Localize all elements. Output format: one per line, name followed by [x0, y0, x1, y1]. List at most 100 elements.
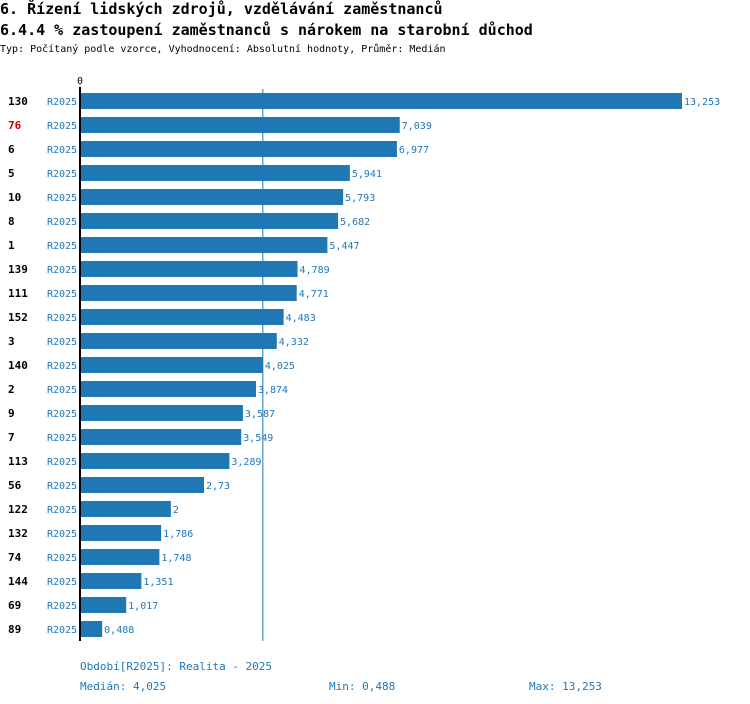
data-label: 3,289: [231, 457, 261, 468]
category-label: 89: [8, 623, 21, 636]
data-label: 6,977: [399, 145, 429, 156]
data-label: 4,483: [286, 313, 316, 324]
period-label: R2025: [47, 385, 77, 396]
category-label: 130: [8, 95, 28, 108]
data-label: 5,682: [340, 217, 370, 228]
bar: [80, 117, 400, 133]
period-label: R2025: [47, 145, 77, 156]
category-label: 9: [8, 407, 15, 420]
bar: [80, 333, 277, 349]
data-label: 1,017: [128, 601, 158, 612]
category-label: 5: [8, 167, 15, 180]
data-label: 7,039: [402, 121, 432, 132]
period-label: R2025: [47, 409, 77, 420]
footer-period: Období[R2025]: Realita - 2025: [80, 660, 273, 673]
data-label: 2: [173, 505, 179, 516]
category-label: 74: [8, 551, 22, 564]
bar: [80, 453, 230, 469]
data-label: 4,332: [279, 337, 309, 348]
data-label: 4,771: [299, 289, 329, 300]
category-label: 69: [8, 599, 21, 612]
category-label: 122: [8, 503, 28, 516]
data-label: 3,587: [245, 409, 275, 420]
data-label: 3,549: [243, 433, 273, 444]
data-label: 5,941: [352, 169, 382, 180]
bar: [80, 93, 682, 109]
period-label: R2025: [47, 433, 77, 444]
chart-info: Typ: Počítaný podle vzorce, Vyhodnocení:…: [0, 44, 446, 55]
category-label: 111: [8, 287, 28, 300]
bar: [80, 597, 127, 613]
period-label: R2025: [47, 625, 77, 636]
footer-min: Min: 0,488: [329, 680, 396, 693]
category-label: 152: [8, 311, 28, 324]
category-label: 10: [8, 191, 21, 204]
bar: [80, 429, 242, 445]
data-label: 0,488: [104, 625, 134, 636]
data-label: 3,874: [258, 385, 288, 396]
bar: [80, 525, 162, 541]
bar: [80, 165, 350, 181]
bar: [80, 285, 297, 301]
period-label: R2025: [47, 121, 77, 132]
period-label: R2025: [47, 505, 77, 516]
bar: [80, 501, 171, 517]
period-label: R2025: [47, 289, 77, 300]
category-label: 113: [8, 455, 28, 468]
bar: [80, 405, 243, 421]
footer-max: Max: 13,253: [529, 680, 602, 693]
bar: [80, 237, 328, 253]
period-label: R2025: [47, 553, 77, 564]
period-label: R2025: [47, 265, 77, 276]
chart-title: 6. Řízení lidských zdrojů, vzdělávání za…: [0, 0, 443, 18]
bar: [80, 213, 339, 229]
bar: [80, 189, 344, 205]
bar: [80, 621, 103, 637]
bar: [80, 309, 284, 325]
bar: [80, 357, 263, 373]
category-label: 8: [8, 215, 15, 228]
period-label: R2025: [47, 97, 77, 108]
period-label: R2025: [47, 313, 77, 324]
period-label: R2025: [47, 169, 77, 180]
bar: [80, 477, 205, 493]
bar: [80, 549, 160, 565]
data-label: 5,447: [329, 241, 359, 252]
category-label: 1: [8, 239, 15, 252]
category-label: 56: [8, 479, 22, 492]
period-label: R2025: [47, 481, 77, 492]
data-label: 4,789: [300, 265, 330, 276]
data-label: 5,793: [345, 193, 375, 204]
period-label: R2025: [47, 529, 77, 540]
data-label: 4,025: [265, 361, 295, 372]
period-label: R2025: [47, 361, 77, 372]
data-label: 1,351: [143, 577, 173, 588]
bar: [80, 261, 298, 277]
category-label: 7: [8, 431, 15, 444]
x-tick-label: 0: [77, 76, 83, 87]
data-label: 13,253: [684, 97, 720, 108]
period-label: R2025: [47, 601, 77, 612]
category-label: 6: [8, 143, 15, 156]
footer-median: Medián: 4,025: [80, 680, 167, 693]
category-label: 132: [8, 527, 28, 540]
bar: [80, 573, 142, 589]
chart-subtitle: 6.4.4 % zastoupení zaměstnanců s nárokem…: [0, 21, 533, 39]
period-label: R2025: [47, 241, 77, 252]
category-label: 2: [8, 383, 15, 396]
data-label: 1,748: [161, 553, 191, 564]
period-label: R2025: [47, 577, 77, 588]
period-label: R2025: [47, 457, 77, 468]
bar: [80, 381, 256, 397]
period-label: R2025: [47, 337, 77, 348]
category-label: 76: [8, 119, 22, 132]
category-label: 139: [8, 263, 28, 276]
bar: [80, 141, 397, 157]
category-label: 144: [8, 575, 28, 588]
category-label: 140: [8, 359, 28, 372]
data-label: 1,786: [163, 529, 193, 540]
data-label: 2,73: [206, 481, 230, 492]
category-label: 3: [8, 335, 15, 348]
period-label: R2025: [47, 217, 77, 228]
